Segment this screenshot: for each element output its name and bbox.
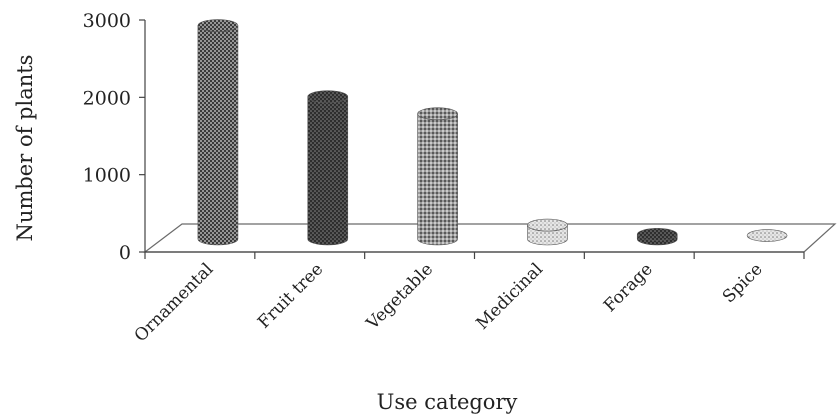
y-tick-label: 1000	[83, 165, 131, 187]
bar-spice	[746, 229, 788, 242]
x-axis-ticks	[144, 252, 805, 259]
x-tick-label: Vegetable	[362, 259, 437, 334]
y-tick-label: 0	[119, 242, 131, 264]
bar-medicinal	[527, 218, 568, 246]
x-tick-label: Fruit tree	[254, 259, 327, 332]
x-tick-label: Forage	[600, 259, 657, 316]
bar-vegetable	[417, 107, 458, 246]
bar-top	[636, 228, 678, 241]
bar-top	[307, 90, 349, 104]
y-tick-label: 2000	[83, 87, 131, 109]
chart-floor	[143, 223, 837, 253]
bars	[197, 19, 788, 246]
y-tick-label: 3000	[83, 10, 131, 32]
x-tick-label: Medicinal	[473, 259, 547, 333]
category-labels: Ornamental Fruit tree Vegetable Medicinal Fo…	[131, 259, 767, 346]
y-axis-ticks: 0 1000 2000 3000	[83, 10, 145, 264]
y-axis-title: Number of plants	[13, 55, 37, 242]
bar-top	[417, 107, 458, 121]
bar-top	[527, 218, 568, 232]
x-axis-title: Use category	[377, 390, 518, 414]
bar-body	[197, 25, 239, 246]
bar-top	[746, 229, 788, 242]
bar-body	[417, 113, 458, 246]
x-tick-label: Ornamental	[131, 259, 218, 346]
bar-body	[307, 96, 349, 246]
bar-ornamental	[197, 19, 239, 246]
x-tick-label: Spice	[719, 259, 767, 307]
bar-forage	[636, 228, 678, 246]
bar-top	[197, 19, 239, 32]
bar-fruit-tree	[307, 90, 349, 246]
